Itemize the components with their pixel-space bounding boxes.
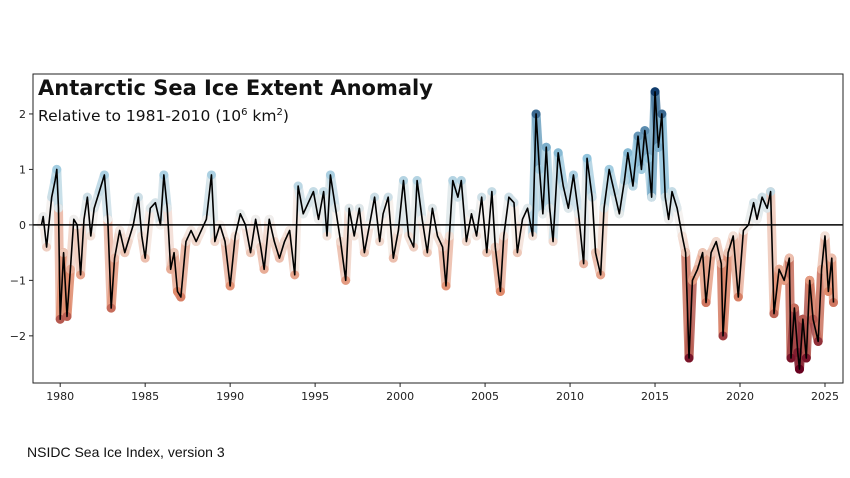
y-tick-label: 1	[19, 163, 26, 176]
y-tick-label: 2	[19, 108, 26, 121]
x-tick-label: 2005	[471, 390, 499, 403]
x-tick-label: 2025	[811, 390, 839, 403]
plot-frame	[32, 73, 844, 384]
x-axis: 1980 1985 1990 1995 2000 2005 2010 2015 2020 2025	[46, 383, 839, 403]
subtitle-text: Relative to 1981-2010 (10	[38, 107, 241, 125]
chart-title: Antarctic Sea Ice Extent Anomaly	[38, 76, 433, 100]
subtitle-unit-exponent: 2	[277, 107, 283, 118]
subtitle-close: )	[283, 107, 289, 125]
y-tick-label: −2	[10, 330, 26, 343]
x-tick-label: 2015	[641, 390, 669, 403]
y-tick-label: −1	[10, 274, 26, 287]
source-note: NSIDC Sea Ice Index, version 3	[27, 444, 225, 460]
subtitle-unit: km	[247, 107, 276, 125]
x-tick-label: 2000	[386, 390, 414, 403]
chart-subtitle: Relative to 1981-2010 (106 km2)	[38, 107, 289, 125]
x-tick-label: 1990	[216, 390, 244, 403]
x-tick-label: 1995	[301, 390, 329, 403]
x-tick-label: 1985	[131, 390, 159, 403]
anomaly-series-line	[40, 90, 835, 370]
subtitle-exponent: 6	[241, 107, 247, 118]
x-tick-label: 2010	[556, 390, 584, 403]
y-tick-label: 0	[19, 219, 26, 232]
halo-layer	[36, 87, 838, 374]
x-tick-label: 1980	[46, 390, 74, 403]
x-tick-label: 2020	[726, 390, 754, 403]
y-axis: −2 −1 0 1 2	[10, 108, 33, 343]
